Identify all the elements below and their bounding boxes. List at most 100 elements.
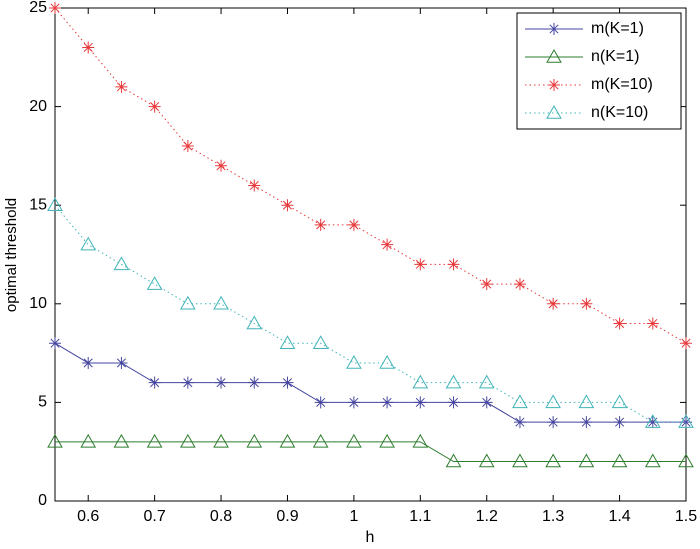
marker: [414, 258, 427, 271]
x-tick-label: 1.4: [608, 508, 630, 525]
marker: [347, 218, 360, 231]
marker: [580, 416, 593, 429]
marker: [678, 414, 694, 428]
marker: [545, 453, 562, 468]
x-tick-label: 1.1: [409, 508, 431, 525]
marker: [248, 179, 261, 192]
marker: [613, 416, 626, 429]
legend-marker: [548, 79, 560, 91]
marker: [379, 354, 395, 369]
marker: [281, 376, 294, 389]
marker: [513, 416, 526, 429]
marker: [312, 335, 329, 349]
marker: [680, 337, 692, 350]
plot-area: [54, 7, 687, 502]
y-tick-label: 5: [38, 394, 47, 411]
legend-label: m(K=1): [591, 20, 644, 37]
marker: [412, 374, 429, 389]
marker: [213, 433, 229, 448]
legend-marker: [546, 104, 562, 119]
marker: [80, 433, 97, 448]
marker: [447, 396, 460, 409]
marker: [512, 394, 528, 409]
x-tick-label: 1: [349, 508, 358, 525]
marker: [445, 374, 462, 389]
marker: [381, 238, 394, 251]
series-line: [54, 204, 686, 423]
marker: [49, 337, 61, 350]
marker: [478, 453, 495, 468]
legend-marker: [546, 48, 562, 63]
marker: [611, 394, 628, 409]
marker: [646, 317, 659, 330]
marker: [179, 433, 196, 448]
y-tick-label: 0: [38, 492, 47, 509]
marker: [312, 433, 329, 448]
marker: [480, 278, 493, 291]
marker: [246, 433, 263, 448]
marker: [215, 159, 228, 172]
marker: [82, 41, 95, 54]
marker: [646, 416, 659, 429]
marker: [148, 100, 161, 113]
marker: [47, 197, 63, 211]
marker: [279, 433, 296, 448]
legend-box: [516, 12, 682, 130]
marker: [379, 433, 395, 448]
marker: [281, 199, 294, 212]
marker: [545, 394, 562, 409]
marker: [578, 453, 595, 468]
marker: [644, 453, 661, 468]
marker: [248, 376, 261, 389]
marker: [113, 433, 130, 448]
marker: [580, 297, 593, 310]
x-tick-label: 0.9: [276, 508, 298, 525]
marker: [146, 433, 163, 448]
marker: [115, 80, 128, 93]
marker: [547, 297, 560, 310]
y-tick-label: 20: [29, 98, 47, 115]
marker: [480, 396, 493, 409]
series-line: [55, 441, 686, 463]
marker: [678, 453, 694, 468]
marker: [513, 278, 526, 291]
marker: [47, 433, 63, 448]
marker: [412, 433, 429, 448]
marker: [181, 140, 194, 153]
marker: [113, 256, 130, 271]
legend-marker: [548, 23, 560, 35]
marker: [148, 376, 161, 389]
marker: [512, 453, 528, 468]
marker: [613, 317, 626, 330]
marker: [445, 453, 462, 468]
legend-label: n(K=1): [591, 48, 639, 65]
marker: [447, 258, 460, 271]
marker: [381, 396, 394, 409]
marker: [115, 356, 128, 369]
marker: [347, 396, 360, 409]
x-tick-label: 0.8: [210, 508, 232, 525]
marker: [213, 295, 229, 310]
x-tick-label: 1.3: [542, 508, 564, 525]
y-tick-label: 25: [29, 0, 47, 16]
marker: [414, 396, 427, 409]
x-tick-label: 1.5: [675, 508, 697, 525]
marker: [215, 376, 228, 389]
x-tick-label: 0.6: [77, 508, 99, 525]
y-tick-label: 10: [29, 295, 47, 312]
marker: [478, 374, 495, 389]
marker: [644, 414, 661, 428]
marker: [547, 416, 560, 429]
x-tick-label: 1.2: [476, 508, 498, 525]
marker: [578, 394, 595, 409]
marker: [49, 2, 61, 14]
marker: [611, 453, 628, 468]
marker: [82, 356, 95, 369]
legend-label: m(K=10): [591, 76, 653, 93]
legend-label: n(K=10): [591, 104, 648, 121]
marker: [346, 354, 362, 369]
x-axis-label: h: [366, 529, 375, 546]
marker: [179, 295, 196, 310]
marker: [346, 433, 362, 448]
